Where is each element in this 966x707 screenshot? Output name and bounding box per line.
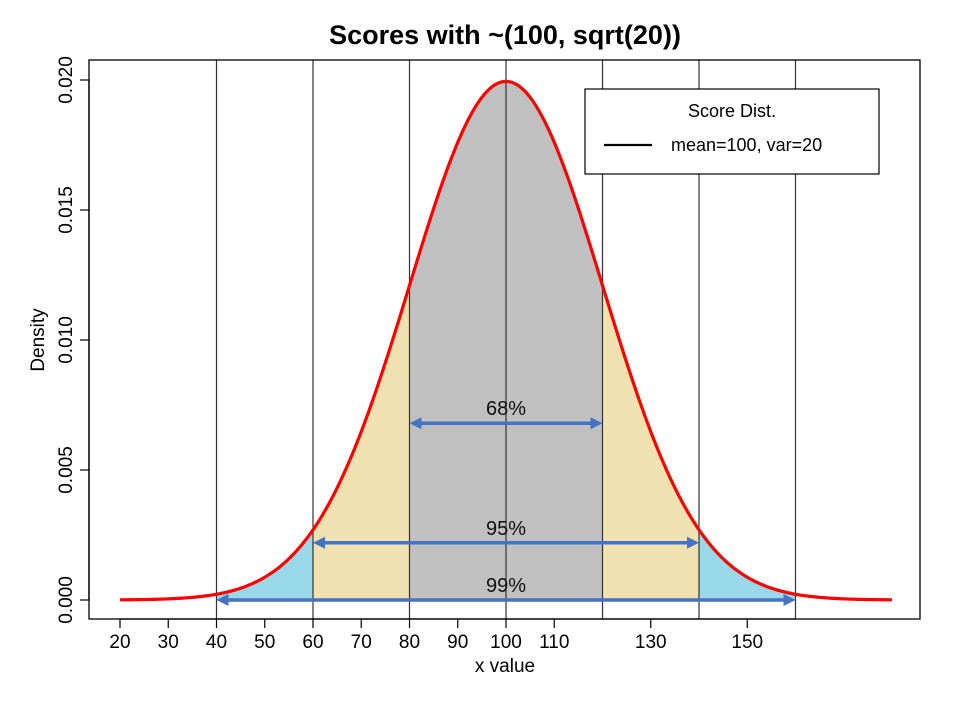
arrowhead-left-2	[216, 594, 229, 606]
y-tick-label-1: 0.005	[56, 446, 77, 494]
y-tick-label-3: 0.015	[56, 186, 77, 234]
x-tick-label-150: 150	[731, 632, 763, 653]
arrowhead-right-1	[687, 536, 699, 549]
arrowhead-right-0	[590, 417, 603, 430]
band-0	[216, 529, 313, 600]
legend: Score Dist. mean=100, var=20	[584, 88, 880, 175]
x-tick-label-50: 50	[254, 632, 275, 653]
y-axis-label: Density	[28, 308, 49, 372]
x-tick-label-70: 70	[351, 632, 372, 653]
x-tick-label-20: 20	[109, 632, 130, 653]
density-curve	[119, 79, 893, 602]
arrowhead-left-0	[409, 417, 422, 430]
interval-arrows: 68% 95% 99%	[216, 398, 796, 606]
arrowhead-right-2	[783, 594, 796, 606]
legend-box	[584, 88, 880, 175]
band-4	[699, 529, 796, 600]
x-tick-label-110: 110	[539, 632, 569, 653]
interval-label-1: 95%	[486, 518, 526, 540]
arrowhead-left-1	[313, 536, 325, 549]
y-tick-label-0: 0.000	[56, 576, 77, 624]
legend-title: Score Dist.	[688, 101, 776, 121]
x-tick-label-90: 90	[447, 632, 468, 653]
y-tick-label-2: 0.010	[56, 316, 77, 364]
x-tick-label-60: 60	[302, 632, 323, 653]
x-tick-label-100: 100	[490, 632, 522, 653]
axes: 20 30 40 50 60 70 80 90 100 110 130 150 0.000 0.005 0.…	[56, 56, 921, 653]
legend-entry-0: mean=100, var=20	[671, 135, 822, 155]
x-tick-label-30: 30	[158, 632, 179, 653]
x-tick-label-80: 80	[399, 632, 420, 653]
density-curve-group	[119, 79, 893, 602]
x-axis-label: x value	[475, 656, 535, 677]
chart-title: Scores with ~(100, sqrt(20))	[329, 20, 681, 50]
interval-label-2: 99%	[486, 575, 526, 597]
interval-label-0: 68%	[486, 398, 526, 420]
y-tick-label-4: 0.020	[56, 56, 77, 104]
x-tick-label-130: 130	[635, 632, 667, 653]
x-tick-label-40: 40	[206, 632, 227, 653]
